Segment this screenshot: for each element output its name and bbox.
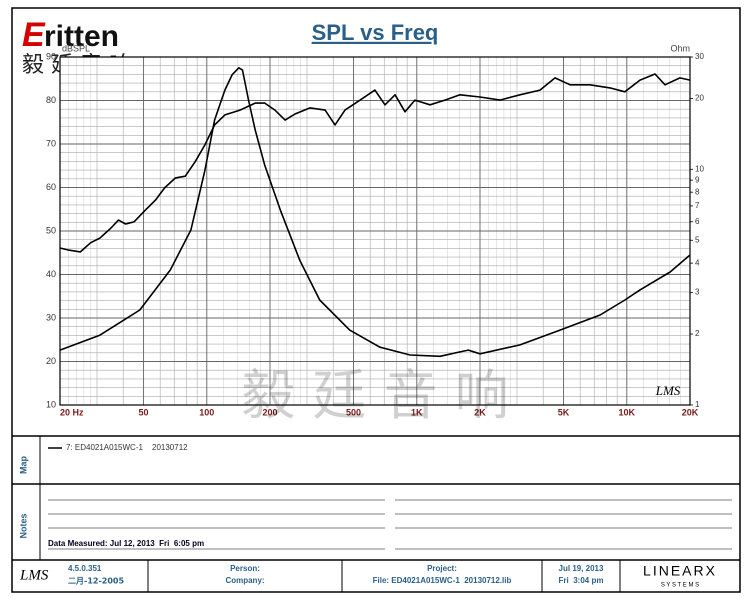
plot: 20 Hz 50 100 200 500 1K 2K 5K 10K 20K 10 20 30 40 50 60… bbox=[46, 51, 704, 427]
y2-tick-label: 30 bbox=[695, 52, 704, 61]
x-tick-label: 2K bbox=[474, 407, 486, 417]
y-tick-label: 10 bbox=[46, 399, 56, 409]
legend-date: 20130712 bbox=[152, 443, 188, 452]
company: Company: bbox=[225, 576, 264, 585]
series-line bbox=[59, 67, 691, 358]
y-tick-label: 20 bbox=[46, 356, 56, 366]
logo: ritten bbox=[44, 20, 119, 53]
y2-tick-label: 9 bbox=[695, 175, 700, 184]
legend-name: 7: ED4021A015WC-1 bbox=[66, 443, 143, 452]
y-tick-label: 70 bbox=[46, 138, 56, 148]
footer-logo: LMS bbox=[19, 567, 49, 583]
logo-mark: E bbox=[22, 16, 46, 54]
file: File: ED4021A015WC-1 20130712.lib bbox=[373, 576, 512, 585]
x-tick-label: 100 bbox=[199, 407, 214, 417]
y2-tick-label: 7 bbox=[695, 201, 700, 210]
y2-tick-label: 1 bbox=[695, 400, 700, 409]
x-tick-label: 20 Hz bbox=[60, 407, 84, 417]
plot-border bbox=[59, 56, 691, 406]
y-tick-label: 50 bbox=[46, 225, 56, 235]
y2-tick-label: 10 bbox=[695, 165, 704, 174]
map-label: Map bbox=[18, 455, 28, 474]
watermark: 毅 廷 音 响 bbox=[241, 364, 509, 427]
y2-tick-label: 6 bbox=[695, 217, 700, 226]
y-tick-label: 80 bbox=[46, 95, 56, 105]
project: Project: bbox=[427, 564, 457, 573]
x-tick-label: 5K bbox=[558, 407, 570, 417]
y-tick-label: 40 bbox=[46, 269, 56, 279]
measured: Data Measured: Jul 12, 2013 Fri 6:05 pm bbox=[48, 539, 204, 548]
chart-title: SPL vs Freq bbox=[312, 20, 439, 45]
brand: LINEARX bbox=[643, 563, 717, 579]
y-tick-label: 30 bbox=[46, 312, 56, 322]
y-tick-label: 90 bbox=[46, 51, 56, 61]
brand-sub: S Y S T E M S bbox=[661, 583, 699, 589]
y2-tick-label: 20 bbox=[695, 94, 704, 103]
notes-label: Notes bbox=[18, 513, 28, 538]
x-tick-label: 1K bbox=[411, 407, 423, 417]
x-tick-label: 10K bbox=[619, 407, 636, 417]
x-tick-label: 20K bbox=[682, 407, 699, 417]
x-tick-label: 500 bbox=[346, 407, 361, 417]
series-line bbox=[59, 73, 691, 253]
date: Jul 19, 2013 bbox=[559, 564, 604, 573]
y2-tick-label: 5 bbox=[695, 235, 700, 244]
version: 4.5.0.351 bbox=[68, 564, 102, 573]
y2-tick-label: 2 bbox=[695, 329, 700, 338]
x-tick-label: 50 bbox=[139, 407, 149, 417]
y2-tick-label: 4 bbox=[695, 258, 700, 267]
stamp: LMS bbox=[655, 383, 681, 398]
y2-tick-label: 8 bbox=[695, 187, 700, 196]
person: Person: bbox=[230, 564, 260, 573]
note-lines bbox=[48, 499, 732, 550]
y-axis-label: dBSPL bbox=[62, 43, 90, 53]
time: Fri 3:04 pm bbox=[559, 576, 604, 585]
y2-axis-label: Ohm bbox=[670, 43, 690, 53]
x-tick-label: 200 bbox=[262, 407, 277, 417]
y2-tick-label: 3 bbox=[695, 288, 700, 297]
y-tick-label: 60 bbox=[46, 182, 56, 192]
build-date: 二月-12-2005 bbox=[68, 577, 124, 586]
